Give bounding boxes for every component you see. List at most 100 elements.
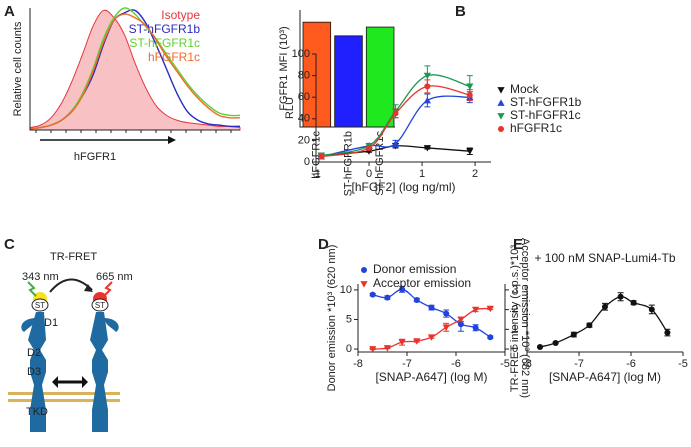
legend-label: Isotype [161, 8, 200, 22]
axis-label: hFGFR1 [74, 151, 116, 163]
legend-label: Mock [510, 82, 540, 96]
curve [372, 307, 491, 350]
panel-label: A [4, 3, 15, 20]
y-tick-label: 20 [298, 134, 310, 146]
point [413, 296, 420, 303]
point [648, 306, 655, 313]
point [392, 110, 399, 117]
axis [357, 284, 506, 353]
y2-tick-label: 3 [512, 284, 518, 296]
legend-label: Donor emission [373, 262, 456, 276]
point [398, 339, 406, 346]
axis-label: Relative cell counts [12, 21, 24, 116]
axis-label: [SNAP-A647] (log M) [375, 370, 487, 384]
point [413, 338, 421, 345]
panel-label: B [455, 3, 466, 20]
point [383, 345, 391, 352]
point [570, 331, 577, 338]
x-tick-label: hFGFR1c [311, 131, 323, 179]
diagram-label: D3 [27, 366, 41, 378]
point [466, 83, 474, 90]
x-tick-label: -8 [522, 358, 532, 370]
axis [299, 10, 395, 128]
y-tick-label: 80 [298, 70, 310, 82]
line [29, 13, 241, 130]
point [369, 291, 376, 298]
y-tick-label: 60 [298, 91, 310, 103]
point [664, 329, 671, 336]
receptor-diagram: 343 nm TR-FRET 665 nm ST ST D1 D2 D3 TKD [8, 251, 133, 432]
y2-tick-label: 0 [512, 343, 518, 355]
point [602, 303, 608, 310]
point [391, 140, 400, 147]
area [29, 9, 241, 131]
y-tick-label: 10 [340, 284, 352, 296]
x-tick-label: -1 [311, 168, 321, 180]
diagram-label: TR-FRET [50, 251, 97, 263]
axis-label: RLU [284, 97, 296, 119]
point [630, 299, 637, 306]
y-tick-label: 0 [304, 156, 310, 168]
panel-label: D [318, 236, 329, 253]
y-tick-label: 40 [298, 113, 310, 125]
legend-label: ST-hFGFR1c [129, 36, 200, 50]
x-tick-label: -6 [626, 358, 636, 370]
legend-label: Acceptor emission [373, 276, 471, 290]
point [366, 144, 373, 151]
legend-label: ST-hFGFR1b [510, 95, 582, 109]
diagram-label: 343 nm [22, 271, 59, 283]
axis [29, 8, 240, 131]
y-tick-label: 100 [292, 48, 310, 60]
point [552, 339, 559, 346]
legend-marker [497, 87, 505, 94]
point [457, 321, 464, 328]
x-tick-label: ST-hFGFR1b [342, 131, 354, 196]
legend-label: ST-hFGFR1b [129, 22, 201, 36]
point [423, 96, 431, 104]
point [399, 286, 406, 293]
point [466, 148, 474, 155]
x-tick-label: 1 [419, 168, 425, 180]
point [428, 304, 435, 311]
diagram-label: 665 nm [96, 271, 133, 283]
point [423, 72, 431, 80]
legend-marker [360, 281, 368, 288]
annotation: + 100 nM SNAP-Lumi4-Tb [534, 251, 675, 265]
x-tick-label: -8 [353, 358, 363, 370]
bar [302, 21, 332, 128]
point [384, 294, 391, 301]
diagram-label: TKD [26, 406, 48, 418]
point [369, 346, 377, 353]
x-tick-label: -6 [451, 358, 461, 370]
arrow-head [168, 136, 176, 144]
bar [365, 26, 395, 128]
point [472, 324, 479, 331]
point [427, 334, 436, 341]
axis-label: Donor emission *10³ (620 nm) [326, 245, 338, 392]
point [442, 324, 450, 331]
curve [372, 288, 491, 338]
panel-label: E [513, 236, 523, 253]
point [443, 310, 450, 317]
x-tick-label: -5 [500, 358, 510, 370]
y-tick-label: 0 [346, 343, 352, 355]
diagram-label: ST [95, 301, 105, 310]
legend-marker [497, 99, 505, 106]
point [472, 306, 480, 314]
point [617, 293, 624, 300]
legend-label: hFGFR1c [510, 121, 562, 135]
point [486, 305, 494, 313]
legend-label: ST-hFGFR1c [510, 108, 581, 122]
x-tick-label: -5 [678, 358, 688, 370]
point [318, 153, 325, 160]
axis-label: [hFGF2] (log ng/ml) [351, 180, 455, 194]
y-tick-label: 5 [346, 313, 352, 325]
x-tick-label: 2 [472, 168, 478, 180]
x-tick-label: -7 [574, 358, 584, 370]
point [487, 334, 494, 341]
point [424, 83, 431, 90]
diagram-label: D2 [27, 347, 41, 359]
point [466, 92, 473, 99]
point [423, 145, 431, 152]
